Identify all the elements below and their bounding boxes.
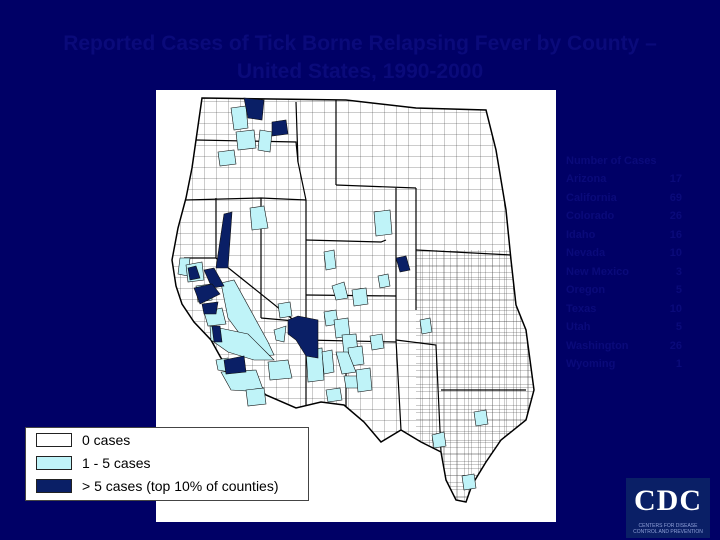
state-name: Utah	[566, 321, 591, 333]
county-low	[419, 317, 433, 335]
title-line-2: United States, 1990-2000	[236, 60, 484, 83]
state-count: 3	[675, 265, 682, 278]
state-row: Nevada 10	[566, 244, 686, 263]
county-low	[373, 209, 393, 237]
county-low	[321, 349, 335, 375]
county-low	[355, 367, 373, 393]
county-low	[377, 273, 391, 289]
logo-subtext: CENTERS FOR DISEASE CONTROL AND PREVENTI…	[633, 523, 703, 535]
state-borders	[184, 100, 526, 453]
legend-swatch-low	[36, 456, 72, 470]
map-legend: 0 cases 1 - 5 cases > 5 cases (top 10% o…	[25, 427, 309, 501]
state-count: 10	[669, 247, 682, 259]
page-title: Reported Cases of Tick Borne Relapsing F…	[0, 30, 720, 86]
state-row: Wyoming 1	[566, 355, 686, 374]
county-high	[203, 267, 225, 289]
county-high	[187, 265, 201, 281]
state-count: 17	[669, 173, 682, 185]
state-name: Wyoming	[566, 358, 616, 370]
state-row: Colorado 26	[566, 207, 686, 226]
legend-label: > 5 cases (top 10% of counties)	[82, 478, 279, 494]
state-row: Idaho 16	[566, 226, 686, 245]
state-name: Oregon	[566, 284, 606, 296]
title-line-1: Reported Cases of Tick Borne Relapsing F…	[63, 32, 657, 55]
county-high	[215, 211, 233, 269]
legend-swatch-high	[36, 479, 72, 493]
county-map	[171, 97, 535, 503]
county-low	[235, 129, 257, 151]
low-case-counties	[177, 105, 489, 491]
state-name: Texas	[566, 302, 597, 315]
state-row: Arizona 17	[566, 170, 686, 189]
county-high	[193, 283, 221, 305]
county-low	[323, 249, 337, 271]
state-count: 26	[669, 339, 682, 352]
county-high	[395, 255, 411, 273]
state-name: New Mexico	[566, 265, 629, 278]
state-row: Oregon 5	[566, 281, 686, 300]
state-count: 10	[669, 302, 682, 315]
legend-item: 1 - 5 cases	[36, 455, 150, 471]
county-high	[271, 119, 289, 137]
county-low	[331, 281, 349, 301]
county-low	[351, 287, 369, 307]
legend-label: 0 cases	[82, 432, 131, 448]
state-row: California 69	[566, 189, 686, 208]
county-low	[473, 409, 489, 427]
county-low	[249, 205, 269, 231]
state-count: 16	[669, 228, 682, 241]
county-high	[211, 325, 223, 343]
state-list-header: Number of Cases	[566, 155, 657, 167]
logo-text: CDC	[634, 484, 702, 517]
legend-swatch-none	[36, 433, 72, 447]
legend-item: > 5 cases (top 10% of counties)	[36, 478, 279, 494]
state-name: Colorado	[566, 210, 615, 222]
state-name: Washington	[566, 339, 629, 352]
county-low	[369, 333, 385, 351]
county-high	[243, 97, 265, 121]
state-count: 69	[669, 191, 682, 204]
state-row: Utah 5	[566, 318, 686, 337]
county-low	[461, 473, 477, 491]
legend-item: 0 cases	[36, 432, 130, 448]
state-name: Idaho	[566, 228, 596, 241]
county-low	[217, 149, 237, 167]
state-count: 1	[675, 358, 682, 370]
county-low	[273, 325, 287, 343]
county-low	[245, 387, 267, 407]
state-row: Texas 10	[566, 300, 686, 319]
county-high	[287, 315, 319, 359]
county-high	[223, 355, 247, 375]
map-panel	[156, 90, 556, 522]
county-low	[325, 387, 343, 403]
state-name: Nevada	[566, 247, 606, 259]
county-low	[220, 279, 275, 357]
county-low	[267, 359, 293, 381]
state-row: Washington 26	[566, 337, 686, 356]
county-low	[230, 105, 249, 131]
state-name: Arizona	[566, 173, 607, 185]
county-high	[201, 301, 219, 315]
county-low	[277, 301, 293, 319]
state-count: 5	[675, 321, 682, 333]
county-low	[431, 431, 447, 449]
county-low	[257, 129, 273, 153]
cdc-logo: CDC CENTERS FOR DISEASE CONTROL AND PREV…	[626, 478, 710, 538]
state-name: California	[566, 191, 617, 204]
legend-label: 1 - 5 cases	[82, 455, 151, 471]
state-count: 26	[669, 210, 682, 222]
high-case-counties	[187, 97, 411, 375]
state-count: 5	[675, 284, 682, 296]
state-case-list: Number of Cases Arizona 17 California 69…	[566, 152, 686, 374]
state-row: New Mexico 3	[566, 263, 686, 282]
